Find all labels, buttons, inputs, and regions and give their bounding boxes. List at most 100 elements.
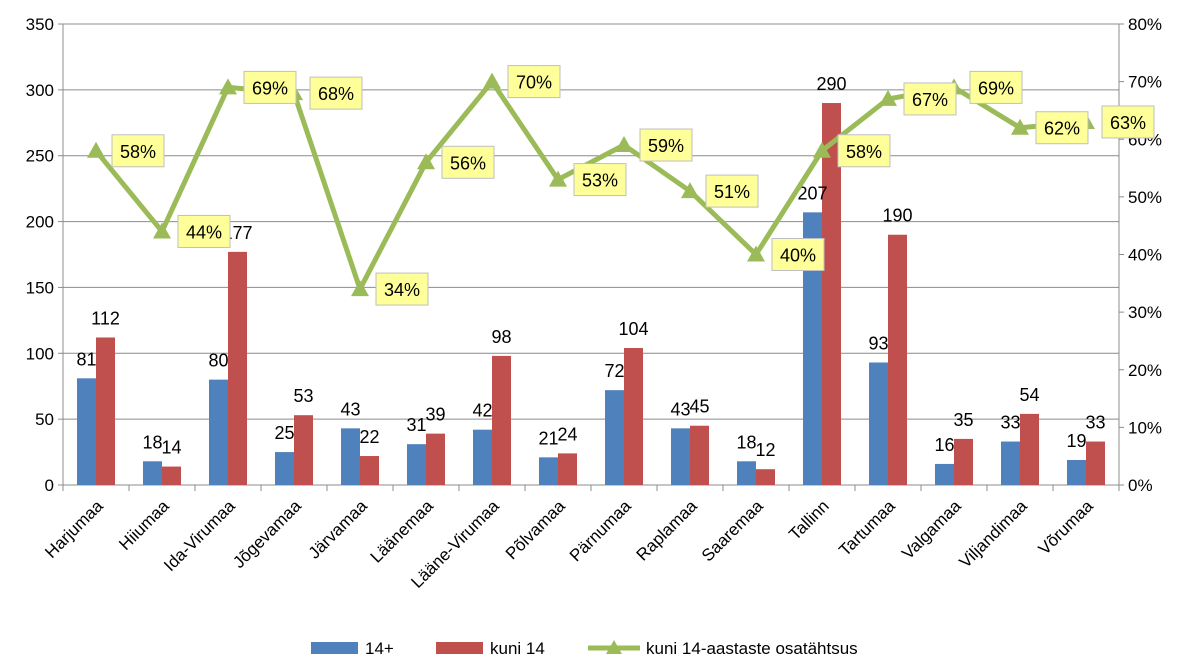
legend-label-share: kuni 14-aastaste osatähtsus [646,639,858,658]
share-label-box [771,238,825,271]
left-tick-label: 250 [26,147,54,166]
bar-kuni14 [624,348,643,485]
bar-14plus [473,429,492,485]
share-marker [681,182,699,199]
data-label-kuni14: 104 [618,319,648,339]
share-label: 51% [714,182,750,202]
data-label-kuni14: 45 [689,397,709,417]
category-label: Tartumaa [835,496,899,560]
share-label: 53% [582,171,618,191]
left-tick-label: 100 [26,344,54,363]
share-label: 56% [450,153,486,173]
data-label-kuni14: 53 [293,386,313,406]
category-label: Harjumaa [41,496,107,562]
bar-kuni14 [690,425,709,485]
bar-kuni14 [228,251,247,485]
left-tick-label: 350 [26,15,54,34]
bar-kuni14 [954,438,973,485]
share-marker [879,89,897,106]
right-tick-label: 20% [1128,361,1162,380]
category-label: Ida-Virumaa [160,496,239,575]
category-label: Jõgevamaa [229,496,305,572]
bar-14plus [605,390,624,485]
share-label: 44% [186,222,222,242]
data-label-14plus: 43 [670,399,690,419]
data-label-14plus: 19 [1066,431,1086,451]
share-label-box [177,214,231,248]
category-label: Saaremaa [698,496,767,565]
bar-14plus [407,444,426,485]
data-label-14plus: 21 [538,428,558,448]
share-marker [219,78,237,95]
share-label-box [309,76,363,110]
bar-kuni14 [426,433,445,485]
share-marker [747,245,765,262]
share-marker [417,153,435,170]
legend-marker-share [606,640,622,654]
data-label-14plus: 25 [274,423,294,443]
share-marker [813,141,831,158]
data-label-kuni14: 39 [425,405,445,425]
left-tick-label: 200 [26,213,54,232]
bar-14plus [935,463,954,485]
share-label: 67% [912,90,948,110]
category-label: Tallinn [785,496,833,544]
share-label-box [507,65,561,99]
data-label-kuni14: 190 [882,206,912,226]
data-label-14plus: 80 [208,351,228,371]
right-tick-label: 70% [1128,73,1162,92]
category-label: Pärnumaa [566,496,635,565]
share-label-box [1035,111,1089,145]
bar-14plus [671,428,690,485]
data-label-kuni14: 112 [91,308,120,328]
data-label-14plus: 18 [142,432,162,452]
category-label: Võrumaa [1035,496,1098,559]
left-tick-label: 300 [26,81,54,100]
share-label: 62% [1044,119,1080,139]
bar-14plus [77,378,96,485]
share-label: 59% [648,136,684,156]
legend-swatch-14plus [311,642,358,654]
share-marker [1011,118,1029,135]
bar-14plus [1001,441,1020,485]
share-marker [351,280,369,297]
bar-kuni14 [162,466,181,485]
share-label-box [903,82,957,116]
bar-14plus [341,428,360,485]
legend-label-14plus: 14+ [365,639,394,658]
category-label: Raplamaa [633,496,702,565]
bar-14plus [737,461,756,485]
share-marker [549,170,567,187]
bar-14plus [539,457,558,485]
left-tick-label: 0 [45,476,54,495]
data-label-kuni14: 24 [557,424,577,444]
share-label-box [1101,105,1155,139]
data-label-kuni14: 54 [1019,385,1039,405]
left-tick-label: 150 [26,278,54,297]
data-label-14plus: 43 [340,399,360,419]
share-label-box [969,70,1023,104]
right-tick-label: 40% [1128,246,1162,265]
right-tick-label: 10% [1128,418,1162,437]
bar-14plus [803,212,822,485]
data-label-14plus: 18 [736,432,756,452]
bar-kuni14 [756,469,775,485]
share-label-box [705,174,759,208]
bar-14plus [1067,459,1086,485]
right-tick-label: 0% [1128,476,1153,495]
share-label: 69% [978,78,1014,98]
bar-kuni14 [360,456,379,485]
bar-14plus [209,379,228,485]
bar-kuni14 [492,355,511,485]
share-marker [483,72,501,89]
bar-14plus [275,452,294,485]
share-label-box [243,70,297,104]
share-label-box [639,128,693,162]
data-label-14plus: 16 [934,435,954,455]
share-marker [615,136,633,153]
data-label-14plus: 33 [1000,413,1020,433]
share-label: 58% [120,142,156,162]
share-label-box [375,272,429,306]
left-tick-label: 50 [35,410,54,429]
